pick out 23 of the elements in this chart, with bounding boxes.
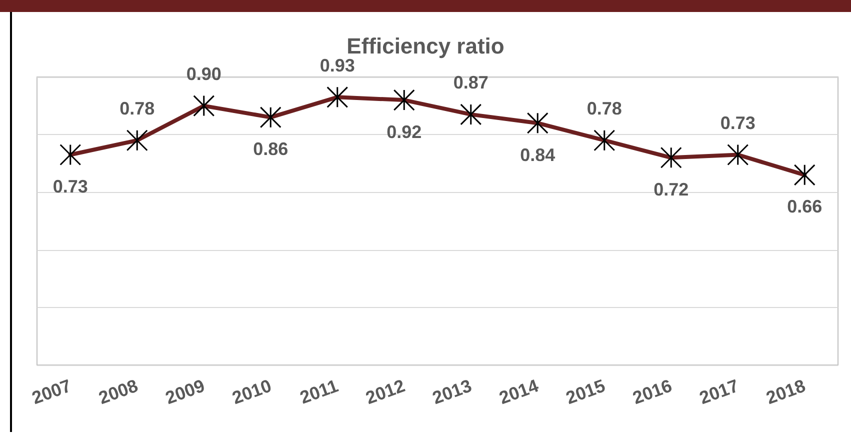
data-label: 0.72 [654, 179, 689, 200]
data-label: 0.87 [453, 72, 488, 93]
data-label: 0.92 [386, 122, 422, 142]
data-label: 0.73 [52, 176, 88, 197]
x-tick-label: 2014 [496, 376, 542, 408]
data-label: 0.73 [720, 113, 756, 134]
data-label: 0.84 [520, 144, 556, 165]
data-label: 0.78 [586, 98, 622, 119]
x-tick-label: 2015 [563, 376, 608, 408]
x-tick-label: 2007 [29, 376, 74, 408]
x-tick-label: 2012 [363, 376, 408, 408]
data-label: 0.86 [253, 139, 288, 160]
x-tick-label: 2010 [230, 376, 274, 408]
x-tick-label: 2018 [764, 376, 808, 408]
x-tick-label: 2016 [630, 376, 675, 408]
data-label: 0.78 [120, 98, 155, 119]
data-label: 0.66 [787, 196, 822, 217]
x-tick-label: 2017 [696, 376, 742, 408]
x-tick-label: 2008 [96, 376, 141, 408]
x-tick-label: 2009 [162, 376, 208, 408]
x-tick-label: 2013 [430, 376, 474, 408]
x-tick-label: 2011 [297, 376, 341, 408]
data-label: 0.90 [186, 64, 222, 84]
